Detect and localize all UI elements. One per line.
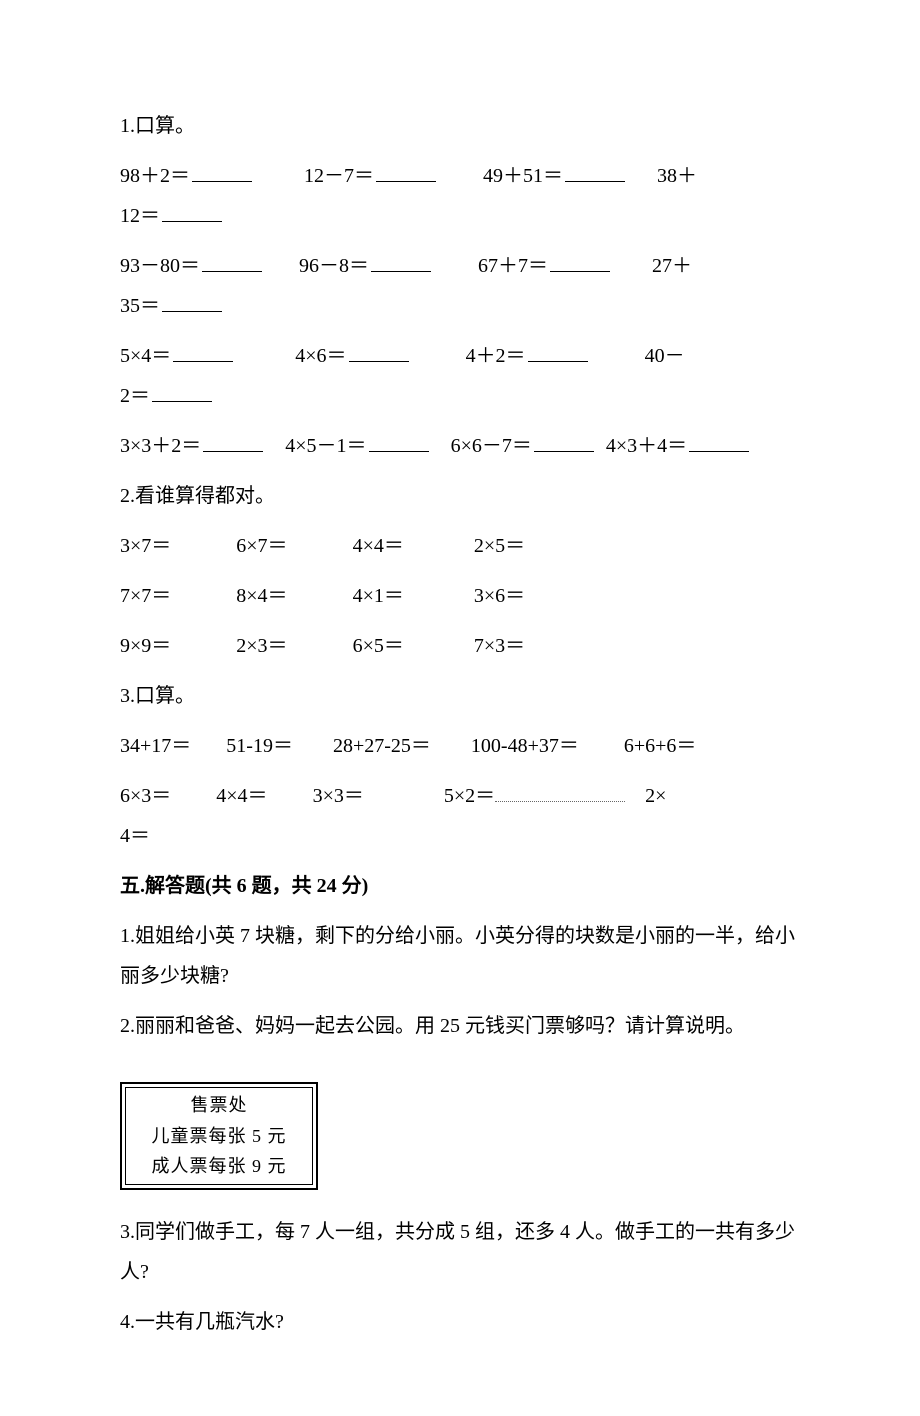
math-expression: 40－ [645,345,685,367]
q2-row: 3×7＝ 6×7＝ 4×4＝ 2×5＝ [120,530,800,562]
math-expression: 5×4＝ [120,345,171,367]
math-expression: 9×9＝ [120,635,171,657]
q1-rows: 98＋2＝ 12－7＝ 49＋51＝ 38＋ 12＝ 93－80＝ 96－8＝ 67… [120,160,800,462]
math-expression: 3×3＋2＝ [120,435,201,457]
answer-blank[interactable] [565,161,625,182]
math-expression: 4×4＝ [216,785,267,807]
q2-title: 2.看谁算得都对。 [120,480,800,512]
ticket-line3: 成人票每张 9 元 [134,1151,304,1182]
dotted-line [495,781,625,802]
math-expression: 5×2＝ [444,785,495,807]
section5-heading: 五.解答题(共 6 题，共 24 分) [120,870,800,902]
q1-row: 5×4＝ 4×6＝ 4＋2＝ 40－ [120,340,800,372]
math-expression: 100-48+37＝ [471,735,579,757]
math-expression: 4＝ [120,825,150,847]
math-expression: 2×3＝ [236,635,287,657]
answer-blank[interactable] [162,291,222,312]
q1-row: 98＋2＝ 12－7＝ 49＋51＝ 38＋ [120,160,800,192]
q1-row: 3×3＋2＝ 4×5－1＝ 6×6－7＝ 4×3＋4＝ [120,430,800,462]
math-expression: 35＝ [120,295,160,317]
answer-blank[interactable] [173,341,233,362]
answer-blank[interactable] [152,381,212,402]
q3-rows: 34+17＝ 51-19＝ 28+27-25＝ 100-48+37＝ 6+6+6… [120,730,800,852]
section5-q3-line1: 3.同学们做手工，每 7 人一组，共分成 5 组，还多 4 人。做手工的一共有多… [120,1216,800,1248]
ticket-line2: 儿童票每张 5 元 [134,1121,304,1152]
math-expression: 6×3＝ [120,785,171,807]
math-expression: 98＋2＝ [120,165,190,187]
math-expression: 12＝ [120,205,160,227]
answer-blank[interactable] [689,431,749,452]
math-expression: 4×4＝ [353,535,404,557]
math-expression: 7×7＝ [120,585,171,607]
math-expression: 38＋ [657,165,697,187]
math-expression: 6×5＝ [353,635,404,657]
q3-row: 4＝ [120,820,800,852]
q1-row: 93－80＝ 96－8＝ 67＋7＝ 27＋ [120,250,800,282]
math-expression: 2× [645,785,666,807]
answer-blank[interactable] [192,161,252,182]
q1-row: 35＝ [120,290,800,322]
math-expression: 93－80＝ [120,255,200,277]
math-expression: 67＋7＝ [478,255,548,277]
answer-blank[interactable] [371,251,431,272]
section5-q3-line2: 人? [120,1256,800,1288]
math-expression: 8×4＝ [236,585,287,607]
section5-q2: 2.丽丽和爸爸、妈妈一起去公园。用 25 元钱买门票够吗？请计算说明。 [120,1010,800,1042]
ticket-line1: 售票处 [134,1090,304,1121]
answer-blank[interactable] [534,431,594,452]
answer-blank[interactable] [202,251,262,272]
math-expression: 12－7＝ [304,165,374,187]
math-expression: 6+6+6＝ [624,735,697,757]
q2-row: 9×9＝ 2×3＝ 6×5＝ 7×3＝ [120,630,800,662]
math-expression: 4×6＝ [295,345,346,367]
math-expression: 6×7＝ [236,535,287,557]
math-expression: 4×5－1＝ [285,435,366,457]
answer-blank[interactable] [203,431,263,452]
math-expression: 49＋51＝ [483,165,563,187]
section5-q4: 4.一共有几瓶汽水? [120,1306,800,1338]
math-expression: 96－8＝ [299,255,369,277]
math-expression: 4＋2＝ [466,345,526,367]
math-expression: 28+27-25＝ [333,735,431,757]
math-expression: 2×5＝ [474,535,525,557]
answer-blank[interactable] [369,431,429,452]
math-expression: 2＝ [120,385,150,407]
q1-row: 12＝ [120,200,800,232]
q1-title: 1.口算。 [120,110,800,142]
section5-q1-line2: 丽多少块糖? [120,960,800,992]
section5-q1-line1: 1.姐姐给小英 7 块糖，剩下的分给小丽。小英分得的块数是小丽的一半，给小 [120,920,800,952]
math-expression: 4×1＝ [353,585,404,607]
ticket-box: 售票处 儿童票每张 5 元 成人票每张 9 元 [120,1082,318,1190]
math-expression: 3×7＝ [120,535,171,557]
answer-blank[interactable] [162,201,222,222]
math-expression: 7×3＝ [474,635,525,657]
math-expression: 3×3＝ [313,785,364,807]
math-expression: 3×6＝ [474,585,525,607]
q2-rows: 3×7＝ 6×7＝ 4×4＝ 2×5＝ 7×7＝ 8×4＝ 4×1＝ 3×6＝ 9×… [120,530,800,662]
q3-title: 3.口算。 [120,680,800,712]
answer-blank[interactable] [349,341,409,362]
math-expression: 51-19＝ [226,735,293,757]
q1-row: 2＝ [120,380,800,412]
answer-blank[interactable] [376,161,436,182]
math-expression: 4×3＋4＝ [606,435,687,457]
math-expression: 6×6－7＝ [451,435,532,457]
q2-row: 7×7＝ 8×4＝ 4×1＝ 3×6＝ [120,580,800,612]
answer-blank[interactable] [528,341,588,362]
answer-blank[interactable] [550,251,610,272]
math-expression: 27＋ [652,255,692,277]
math-expression: 34+17＝ [120,735,191,757]
q3-row: 6×3＝ 4×4＝ 3×3＝ 5×2＝ 2× [120,780,800,812]
q3-row: 34+17＝ 51-19＝ 28+27-25＝ 100-48+37＝ 6+6+6… [120,730,800,762]
